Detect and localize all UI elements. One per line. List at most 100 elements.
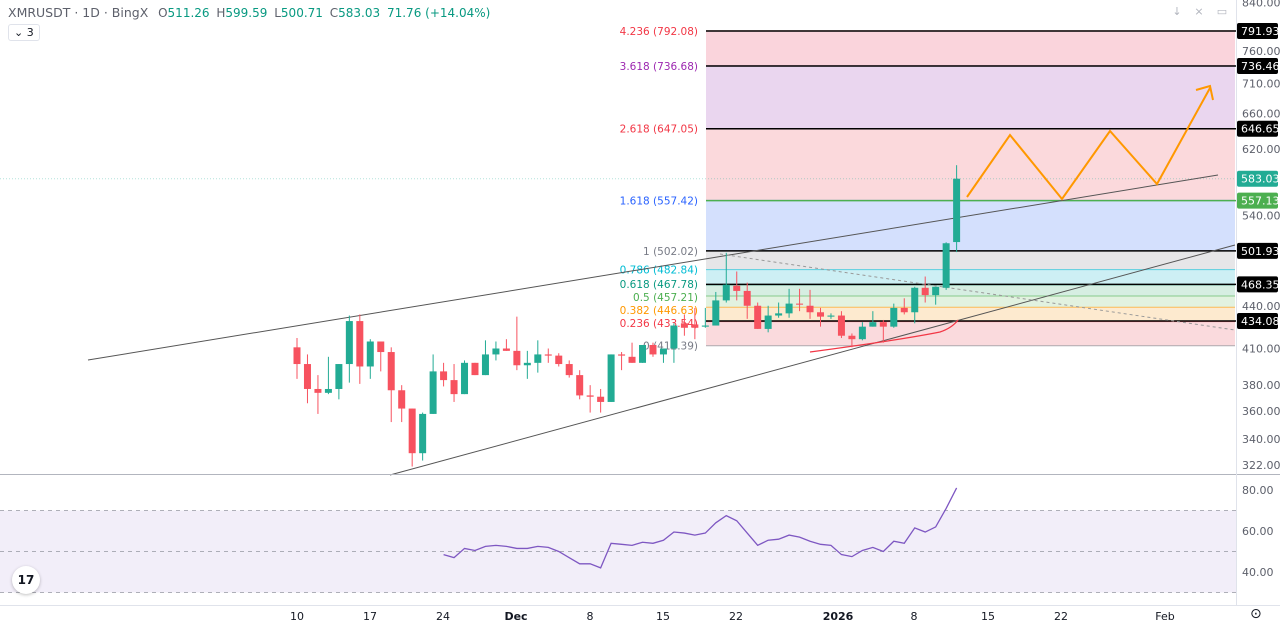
candle xyxy=(492,341,500,361)
candle-body xyxy=(754,305,762,329)
fib-level-label: 2.618 (647.05) xyxy=(620,123,698,135)
candle xyxy=(607,354,615,402)
arrow-down-icon[interactable]: ↓ xyxy=(1172,5,1182,18)
candle xyxy=(921,276,929,303)
candle xyxy=(712,291,720,326)
high-label: H xyxy=(216,6,226,20)
fib-zone xyxy=(706,200,1235,251)
fib-zone xyxy=(706,250,1235,270)
candle-body xyxy=(408,408,416,454)
fib-zone xyxy=(706,295,1235,308)
candle xyxy=(670,323,678,363)
candle-body xyxy=(932,286,940,296)
price-axis-tick: 660.00 xyxy=(1242,108,1280,121)
candle-body xyxy=(314,388,322,393)
price-level-badge xyxy=(1237,312,1278,329)
price-axis-tick: 440.00 xyxy=(1242,300,1280,313)
candle xyxy=(942,242,950,290)
candle-body xyxy=(398,390,406,409)
price-axis-tick: 540.00 xyxy=(1242,210,1280,223)
symbol-title[interactable]: XMRUSDT · 1D · BingX xyxy=(8,5,149,20)
fullscreen-icon[interactable]: ▭ xyxy=(1216,5,1228,18)
candle-body xyxy=(817,312,824,317)
price-axis-tick: 322.00 xyxy=(1242,459,1280,472)
candle xyxy=(461,360,469,395)
candle-body xyxy=(900,307,908,313)
candle xyxy=(471,362,479,376)
change-value: 71.76 (+14.04%) xyxy=(386,6,491,20)
candle xyxy=(586,385,594,413)
candle-body xyxy=(513,350,521,366)
candle xyxy=(314,375,322,414)
indicator-count: 3 xyxy=(26,26,34,39)
price-level-badge-text: 646.65 xyxy=(1241,123,1280,136)
candle-body xyxy=(335,364,343,389)
candle xyxy=(597,388,605,413)
candle xyxy=(879,319,887,343)
candle-body xyxy=(534,354,542,363)
candle-body xyxy=(806,305,814,313)
candle-body xyxy=(649,344,657,355)
candle-body xyxy=(586,395,594,397)
dashed-trend-line xyxy=(719,253,1236,331)
rsi-axis-tick: 60.00 xyxy=(1242,525,1274,538)
candle-body xyxy=(764,315,772,329)
candle xyxy=(408,408,416,467)
candle xyxy=(900,298,908,315)
open-label: O xyxy=(158,6,168,20)
candle xyxy=(649,342,657,357)
price-axis-tick: 710.00 xyxy=(1242,78,1280,91)
candle-body xyxy=(356,321,364,367)
time-axis-tick: 8 xyxy=(587,610,594,623)
candle xyxy=(817,307,824,327)
rsi-axis-tick: 80.00 xyxy=(1242,484,1274,497)
price-axis-tick: 760.00 xyxy=(1242,45,1280,58)
candle-body xyxy=(628,356,636,363)
candle-body xyxy=(555,355,563,365)
price-level-badge xyxy=(1237,58,1278,75)
fib-level-label: 0.5 (457.21) xyxy=(633,292,698,304)
tradingview-logo[interactable]: 17 xyxy=(12,566,40,594)
candle xyxy=(659,348,667,363)
price-axis-tick: 340.00 xyxy=(1242,433,1280,446)
candle-body xyxy=(471,362,479,376)
candle xyxy=(502,339,510,351)
time-axis-tick: 8 xyxy=(911,610,918,623)
fib-level-label: 1.618 (557.42) xyxy=(620,195,698,207)
indicators-toggle-button[interactable]: ⌄ 3 xyxy=(8,24,40,41)
fib-level-label: 0.382 (446.63) xyxy=(620,305,698,317)
price-level-badge-text: 434.08 xyxy=(1241,315,1280,328)
candle-body xyxy=(953,178,961,243)
price-axis-tick: 360.00 xyxy=(1242,405,1280,418)
candle-body xyxy=(837,315,845,336)
low-label: L xyxy=(274,6,281,20)
settings-icon[interactable]: ⊙ xyxy=(1250,606,1262,622)
fib-level-label: 0.618 (467.78) xyxy=(620,279,698,291)
price-axis-tick: 840.00 xyxy=(1242,0,1280,10)
price-axis-tick: 380.00 xyxy=(1242,379,1280,392)
candle xyxy=(303,354,311,404)
candle xyxy=(377,341,385,372)
price-axis-tick: 410.00 xyxy=(1242,343,1280,356)
candle-body xyxy=(659,348,667,355)
fib-level-label: 1 (502.02) xyxy=(643,246,698,258)
price-level-badge xyxy=(1237,120,1278,137)
candle-body xyxy=(921,287,929,296)
time-axis-tick: 15 xyxy=(656,610,670,623)
collapse-icon[interactable]: ⨯ xyxy=(1194,5,1204,18)
fib-level-label: 3.618 (736.68) xyxy=(620,61,698,73)
candle-body xyxy=(827,315,835,317)
candle xyxy=(628,342,636,363)
candle xyxy=(953,165,961,253)
candle-body xyxy=(450,380,458,395)
price-level-badge-text: 557.13 xyxy=(1241,195,1280,208)
candle-body xyxy=(345,321,353,365)
candle xyxy=(775,302,783,318)
time-axis-tick: 17 xyxy=(363,610,377,623)
candle-body xyxy=(366,341,374,367)
candle xyxy=(827,313,835,319)
time-axis-tick: 15 xyxy=(981,610,995,623)
candle xyxy=(481,340,489,376)
